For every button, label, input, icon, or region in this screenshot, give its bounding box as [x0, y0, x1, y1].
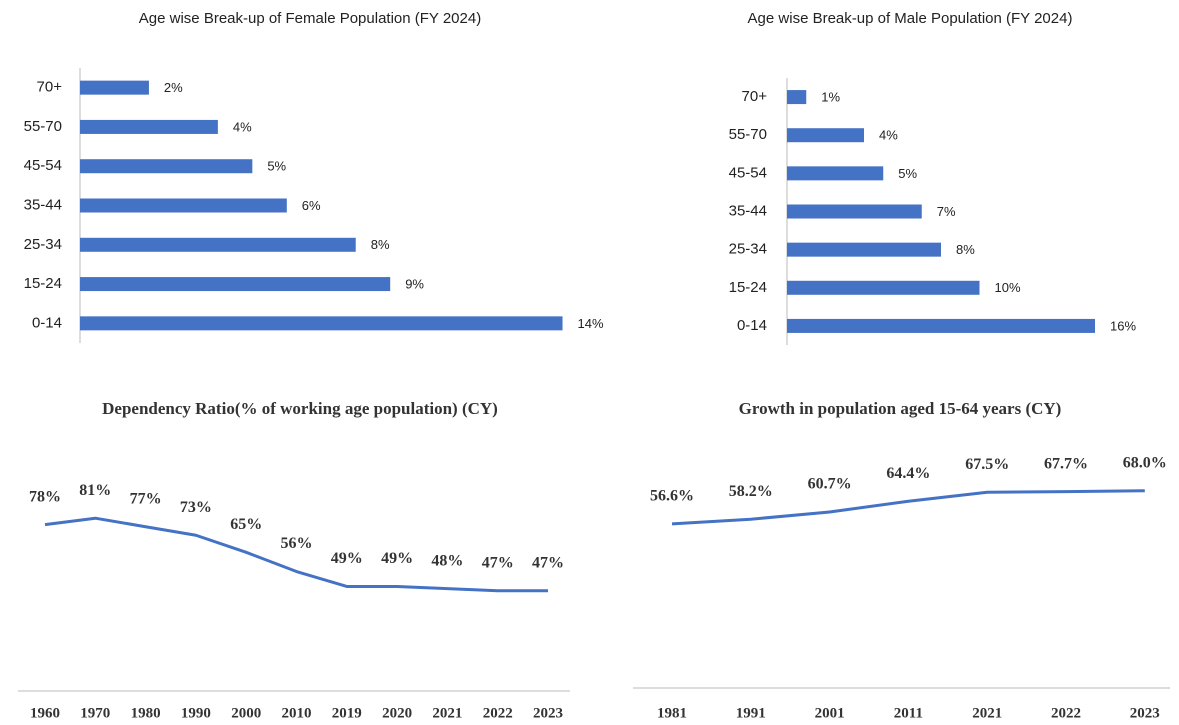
- value-label: 9%: [405, 277, 424, 292]
- value-label: 48%: [431, 552, 463, 569]
- category-label: 70+: [742, 88, 768, 105]
- bar: [80, 159, 253, 174]
- value-label: 5%: [898, 166, 917, 181]
- category-label: 45-54: [24, 157, 62, 174]
- x-tick-label: 2023: [1130, 705, 1160, 721]
- category-label: 0-14: [32, 314, 62, 331]
- value-label: 47%: [482, 554, 514, 571]
- value-label: 10%: [995, 280, 1021, 295]
- bar: [787, 128, 864, 143]
- chart-title: Age wise Break-up of Male Population (FY…: [747, 10, 1073, 27]
- value-label: 49%: [331, 550, 363, 567]
- value-label: 4%: [233, 119, 252, 134]
- bar: [787, 318, 1095, 333]
- category-label: 0-14: [737, 317, 767, 334]
- x-tick-label: 1980: [131, 705, 161, 721]
- value-label: 67.5%: [965, 456, 1009, 473]
- value-label: 47%: [532, 554, 564, 571]
- bar: [787, 204, 922, 219]
- line: [671, 489, 1145, 526]
- x-tick-label: 2001: [815, 705, 845, 721]
- value-label: 49%: [381, 550, 413, 567]
- value-label: 77%: [130, 490, 162, 507]
- x-tick-label: 2022: [483, 705, 513, 721]
- category-label: 15-24: [729, 279, 767, 296]
- bar: [80, 237, 356, 252]
- line: [44, 516, 548, 593]
- value-label: 73%: [180, 499, 212, 516]
- value-label: 56%: [281, 535, 313, 552]
- x-tick-label: 1991: [736, 705, 766, 721]
- value-label: 14%: [578, 316, 604, 331]
- bar: [80, 119, 218, 134]
- value-label: 7%: [937, 204, 956, 219]
- bar: [787, 166, 884, 181]
- category-label: 25-34: [729, 241, 767, 258]
- value-label: 1%: [821, 90, 840, 105]
- x-tick-label: 2010: [282, 705, 312, 721]
- value-label: 65%: [230, 516, 262, 533]
- chart-title: Age wise Break-up of Female Population (…: [138, 10, 482, 27]
- x-tick-label: 2000: [231, 705, 261, 721]
- value-label: 8%: [371, 237, 390, 252]
- x-tick-label: 2022: [1051, 705, 1081, 721]
- bar: [787, 90, 807, 105]
- x-tick-label: 1990: [181, 705, 211, 721]
- value-label: 8%: [956, 242, 975, 257]
- bar: [80, 80, 149, 95]
- value-label: 16%: [1110, 318, 1136, 333]
- bar: [80, 316, 563, 331]
- value-label: 67.7%: [1044, 455, 1088, 472]
- value-label: 5%: [267, 159, 286, 174]
- value-label: 68.0%: [1123, 454, 1167, 471]
- bar: [80, 198, 287, 213]
- value-label: 4%: [879, 128, 898, 143]
- value-label: 6%: [302, 198, 321, 213]
- value-label: 56.6%: [650, 488, 694, 505]
- value-label: 60.7%: [808, 476, 852, 493]
- bar: [80, 277, 391, 292]
- value-label: 78%: [29, 488, 61, 505]
- x-tick-label: 2021: [432, 705, 462, 721]
- value-label: 58.2%: [729, 483, 773, 500]
- x-tick-label: 2011: [894, 705, 923, 721]
- chart-title: Growth in population aged 15-64 years (C…: [738, 399, 1062, 418]
- category-label: 35-44: [24, 196, 62, 213]
- x-tick-label: 2021: [972, 705, 1002, 721]
- x-tick-label: 2020: [382, 705, 412, 721]
- value-label: 64.4%: [886, 465, 930, 482]
- x-tick-label: 2019: [332, 705, 362, 721]
- x-tick-label: 1981: [657, 705, 687, 721]
- x-tick-label: 1970: [80, 705, 110, 721]
- category-label: 25-34: [24, 236, 62, 253]
- category-label: 35-44: [729, 202, 767, 219]
- category-label: 55-70: [24, 118, 62, 135]
- value-label: 81%: [79, 482, 111, 499]
- x-tick-label: 2023: [533, 705, 563, 721]
- value-label: 2%: [164, 80, 183, 95]
- x-tick-label: 1960: [30, 705, 60, 721]
- category-label: 55-70: [729, 126, 767, 143]
- bar: [787, 242, 941, 257]
- category-label: 70+: [37, 79, 63, 96]
- category-label: 15-24: [24, 275, 62, 292]
- chart-title: Dependency Ratio(% of working age popula…: [102, 399, 498, 418]
- category-label: 45-54: [729, 164, 767, 181]
- bar: [787, 280, 980, 295]
